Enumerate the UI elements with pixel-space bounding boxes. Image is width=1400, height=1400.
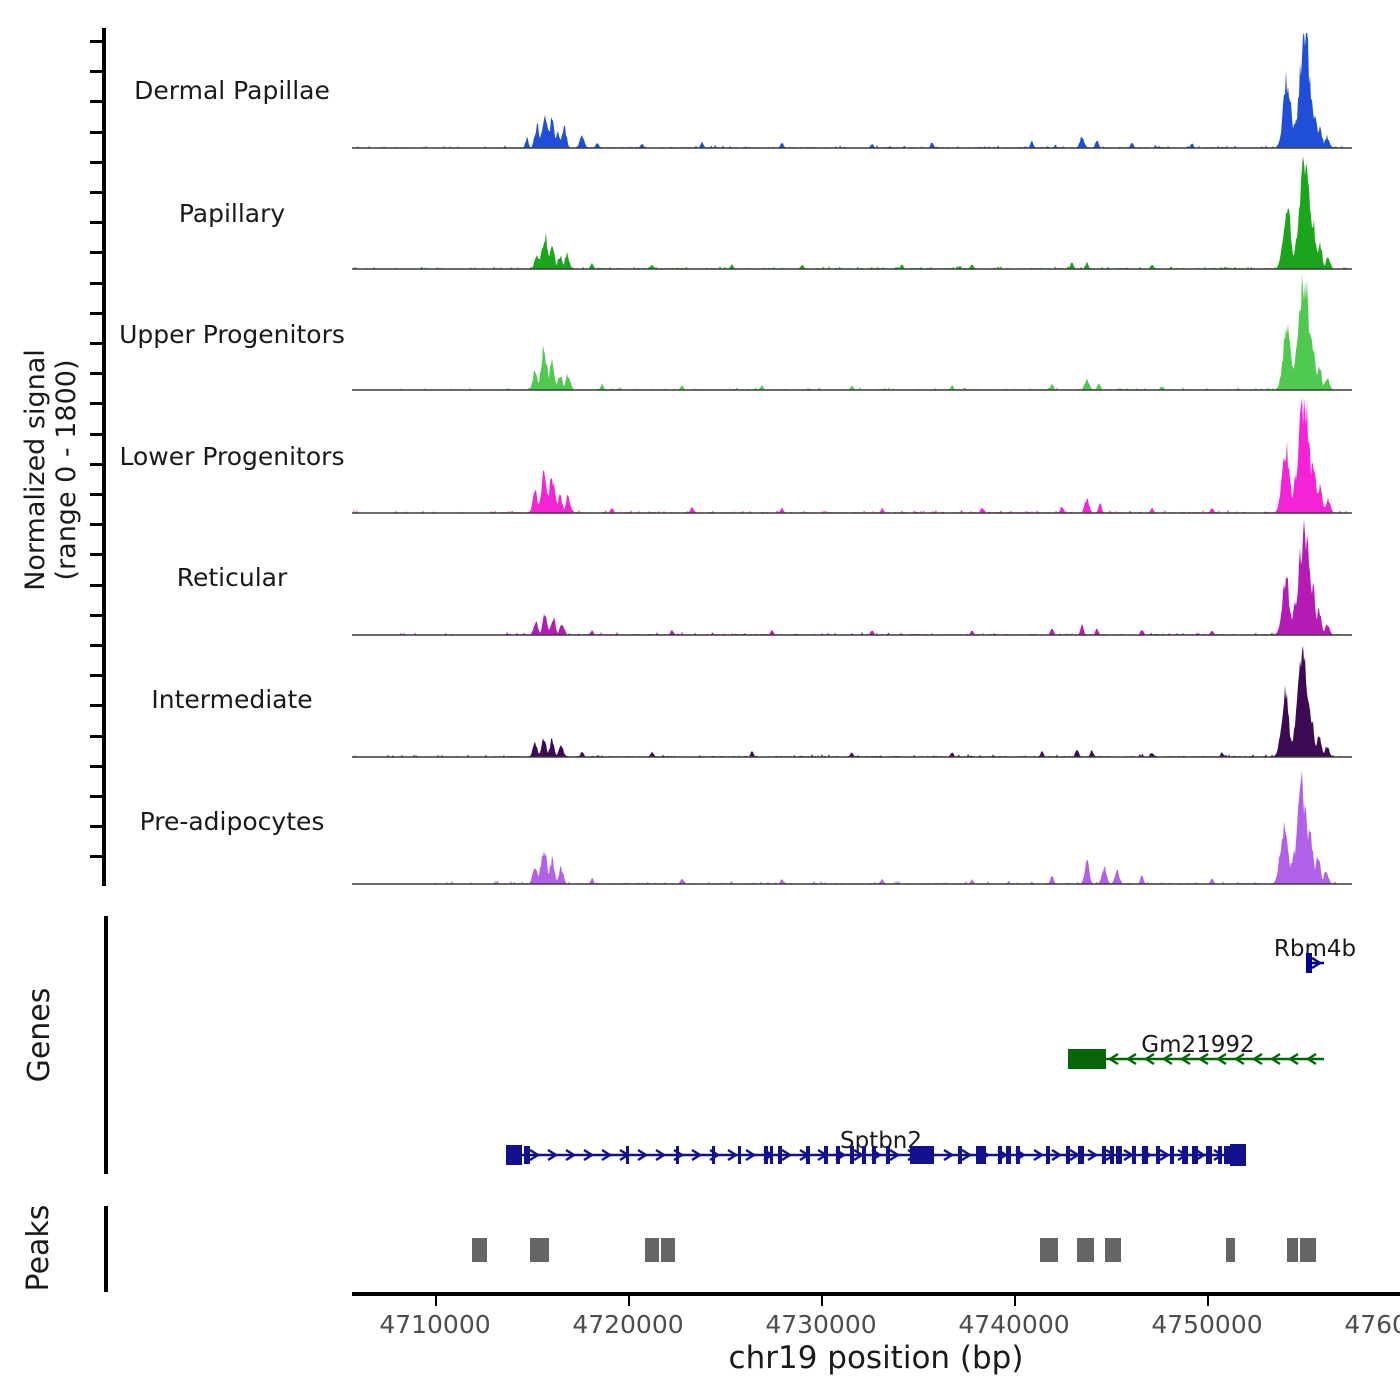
gene-model-gm21992[interactable]: [1062, 1044, 1330, 1074]
y-axis-tick: [90, 764, 103, 768]
peak-region[interactable]: [1287, 1238, 1298, 1262]
peak-region[interactable]: [530, 1238, 549, 1262]
y-axis-tick: [90, 372, 103, 376]
peak-region[interactable]: [1077, 1238, 1094, 1262]
track-label-pre-adipocytes: Pre-adipocytes: [139, 807, 325, 836]
signal-profile-dermal-papillae: [352, 33, 1352, 149]
x-axis-tick-label: 4710000: [379, 1310, 491, 1339]
genes-axis-label: Genes: [22, 987, 57, 1083]
track-label-papillary: Papillary: [178, 199, 286, 228]
peak-region[interactable]: [645, 1238, 659, 1262]
peak-region[interactable]: [1226, 1238, 1235, 1262]
y-axis-tick: [90, 583, 103, 587]
signal-axis-spine: [102, 28, 106, 886]
x-axis-tick: [1206, 1296, 1209, 1306]
y-axis-tick: [90, 221, 103, 225]
y-axis-tick: [90, 825, 103, 829]
track-label-upper-progenitors: Upper Progenitors: [119, 320, 345, 349]
x-axis-tick-label: 4750000: [1151, 1310, 1263, 1339]
y-axis-tick: [90, 734, 103, 738]
signal-profile-upper-progenitors: [352, 275, 1352, 391]
signal-profile-lower-progenitors: [352, 398, 1352, 514]
track-label-lower-progenitors: Lower Progenitors: [119, 442, 345, 471]
y-axis-tick: [90, 130, 103, 134]
x-axis-line: [352, 1292, 1400, 1296]
x-axis-tick-label: 4740000: [958, 1310, 1070, 1339]
x-axis-tick-label: 4730000: [765, 1310, 877, 1339]
peaks-axis-label: Peaks: [21, 1204, 56, 1292]
y-axis-tick: [90, 342, 103, 345]
signal-axis-label: Normalized signal (range 0 - 1800): [20, 349, 82, 591]
gene-model-rbm4b[interactable]: [1300, 948, 1330, 978]
y-axis-tick: [90, 40, 103, 43]
y-axis-tick: [90, 402, 103, 406]
peak-region[interactable]: [661, 1238, 675, 1262]
y-axis-tick: [90, 432, 103, 436]
x-axis-tick: [820, 1296, 823, 1306]
track-label-reticular: Reticular: [176, 563, 288, 592]
x-axis-tick: [1013, 1296, 1016, 1306]
y-axis-tick: [90, 100, 103, 104]
y-axis-tick: [90, 70, 103, 74]
signal-profile-pre-adipocytes: [352, 770, 1352, 885]
y-axis-tick: [90, 311, 103, 315]
genes-axis-spine: [104, 916, 108, 1174]
y-axis-tick: [90, 644, 103, 647]
peak-region[interactable]: [1300, 1238, 1316, 1262]
gene-model-sptbn2[interactable]: [500, 1140, 1246, 1170]
y-axis-tick: [90, 523, 103, 527]
peak-region[interactable]: [1040, 1238, 1058, 1262]
y-axis-tick: [90, 613, 103, 617]
peak-region[interactable]: [472, 1238, 487, 1262]
y-axis-tick: [90, 251, 103, 255]
peaks-axis-spine: [104, 1206, 108, 1292]
signal-profile-papillary: [352, 156, 1352, 270]
track-label-intermediate: Intermediate: [151, 685, 313, 714]
gene-label-gm21992: Gm21992: [1141, 1032, 1255, 1058]
x-axis-tick-label: 4720000: [572, 1310, 684, 1339]
y-axis-tick: [90, 281, 103, 285]
signal-profile-reticular: [352, 520, 1352, 636]
peak-region[interactable]: [1105, 1238, 1121, 1262]
y-axis-tick: [90, 462, 103, 466]
y-axis-tick: [90, 191, 103, 194]
y-axis-tick: [90, 704, 103, 708]
x-axis-title: chr19 position (bp): [728, 1340, 1024, 1376]
y-axis-tick: [90, 795, 103, 798]
x-axis-tick: [434, 1296, 437, 1306]
signal-profile-intermediate: [352, 645, 1352, 758]
y-axis-tick: [90, 674, 103, 678]
y-axis-tick: [90, 553, 103, 557]
y-axis-tick: [90, 493, 103, 496]
gene-label-rbm4b: Rbm4b: [1273, 936, 1357, 962]
y-axis-tick: [90, 160, 103, 164]
x-axis-tick: [627, 1296, 630, 1306]
x-axis-tick-label: 4760000: [1344, 1310, 1400, 1339]
y-axis-tick: [90, 855, 103, 859]
track-label-dermal-papillae: Dermal Papillae: [134, 76, 330, 105]
